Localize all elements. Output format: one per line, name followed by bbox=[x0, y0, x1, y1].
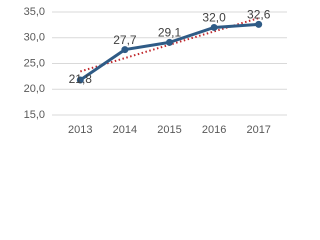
data-label: 27,7 bbox=[113, 33, 137, 47]
x-tick-label: 2013 bbox=[68, 124, 92, 136]
x-tick-label: 2017 bbox=[246, 124, 270, 136]
marker bbox=[166, 38, 173, 46]
data-label: 29,1 bbox=[158, 26, 182, 40]
x-tick-label: 2014 bbox=[113, 124, 137, 136]
data-label: 32,6 bbox=[247, 8, 271, 22]
y-tick-label: 20,0 bbox=[24, 83, 45, 95]
data-label: 32,0 bbox=[202, 11, 226, 25]
marker bbox=[121, 46, 129, 54]
chart: 15,0 20,0 25,0 30,0 35,0 2013 2014 2015 2016 2017… bbox=[24, 6, 287, 136]
x-tick-label: 2015 bbox=[157, 124, 181, 136]
y-tick-label: 15,0 bbox=[24, 109, 45, 121]
data-label: 21,8 bbox=[69, 72, 93, 86]
marker bbox=[255, 20, 263, 28]
y-tick-label: 35,0 bbox=[24, 6, 45, 18]
y-tick-label: 30,0 bbox=[24, 32, 45, 44]
marker bbox=[210, 23, 218, 31]
page: {"chart_data": {"type": "line", "categor… bbox=[23, 5, 287, 136]
y-tick-label: 25,0 bbox=[24, 57, 45, 69]
x-tick-label: 2016 bbox=[202, 124, 226, 136]
marker bbox=[76, 76, 84, 84]
